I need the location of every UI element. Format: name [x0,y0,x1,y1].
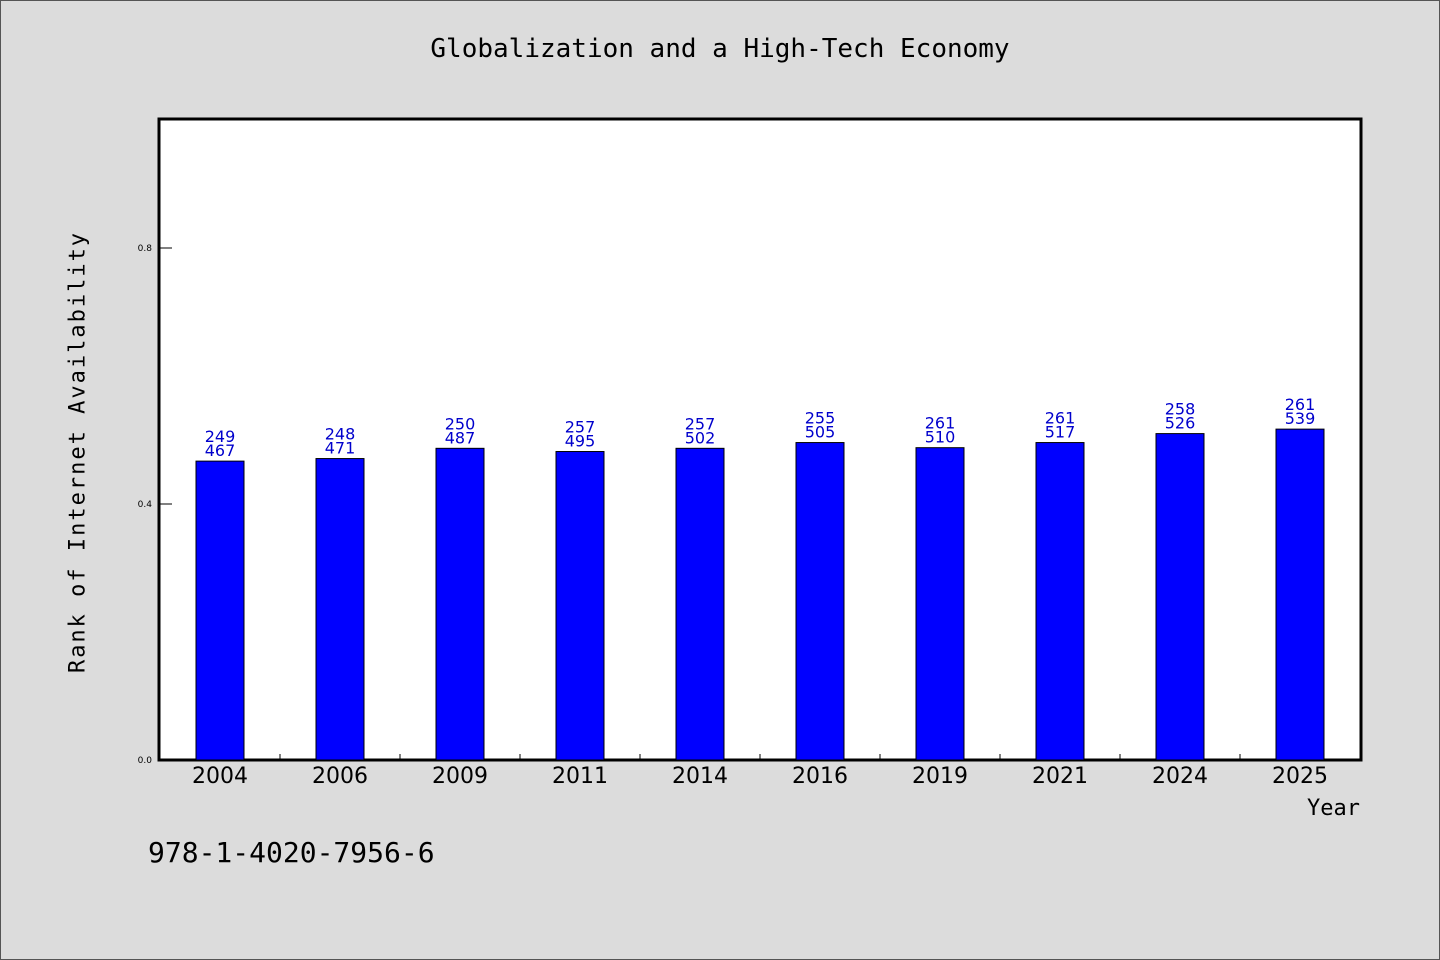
data-label-top: 249 [205,427,236,446]
x-axis-label: Year [1307,796,1360,821]
bar [435,447,485,761]
data-label-top: 257 [685,414,716,433]
data-label-top: 261 [1285,395,1316,414]
bar [915,447,965,761]
x-tick-label: 2009 [432,764,488,789]
x-tick-label: 2016 [792,764,848,789]
bar [555,451,605,761]
data-label-bottom: 495 [565,432,596,451]
x-tick-label: 2014 [672,764,728,789]
data-label-bottom: 502 [685,428,716,447]
bar [795,442,845,761]
data-label-bottom: 517 [1045,423,1076,442]
data-label-bottom: 487 [445,428,476,447]
bar [1035,442,1085,761]
data-label-bottom: 526 [1165,414,1196,433]
bar [315,458,365,761]
x-tick-label: 2011 [552,764,608,789]
y-axis-label: Rank of Internet Availability [65,230,91,674]
y-tick-label: 0.4 [138,500,153,510]
data-label-top: 250 [445,414,476,433]
bar [1275,428,1325,761]
bar [195,460,245,761]
bars [195,428,1325,761]
data-label-bottom: 467 [205,441,236,460]
isbn-footnote: 978-1-4020-7956-6 [148,836,435,869]
x-tick-label: 2021 [1032,764,1088,789]
x-ticks [279,754,1241,760]
data-label-top: 258 [1165,400,1196,419]
x-tick-label: 2006 [312,764,368,789]
y-tick-label: 0.0 [138,756,153,766]
data-label-top: 261 [925,414,956,433]
x-tick-label: 2025 [1272,764,1328,789]
data-label-bottom: 510 [925,428,956,447]
x-tick-label: 2004 [192,764,248,789]
chart-title: Globalization and a High-Tech Economy [430,34,1010,64]
bar [1155,433,1205,761]
data-label-bottom: 539 [1285,409,1316,428]
data-label-top: 255 [805,409,836,428]
data-label-top: 261 [1045,409,1076,428]
y-ticks: 0.0 0.4 0.8 [138,244,172,766]
data-label-top: 257 [565,418,596,437]
y-tick-label: 0.8 [138,244,153,254]
x-tick-labels: 2004 2006 2009 2011 2014 2016 2019 2021 2024 2025 [192,764,1328,789]
data-label-bottom: 471 [325,439,356,458]
x-tick-label: 2024 [1152,764,1208,789]
data-label-bottom: 505 [805,423,836,442]
bar [675,447,725,761]
data-label-top: 248 [325,425,356,444]
x-tick-label: 2019 [912,764,968,789]
